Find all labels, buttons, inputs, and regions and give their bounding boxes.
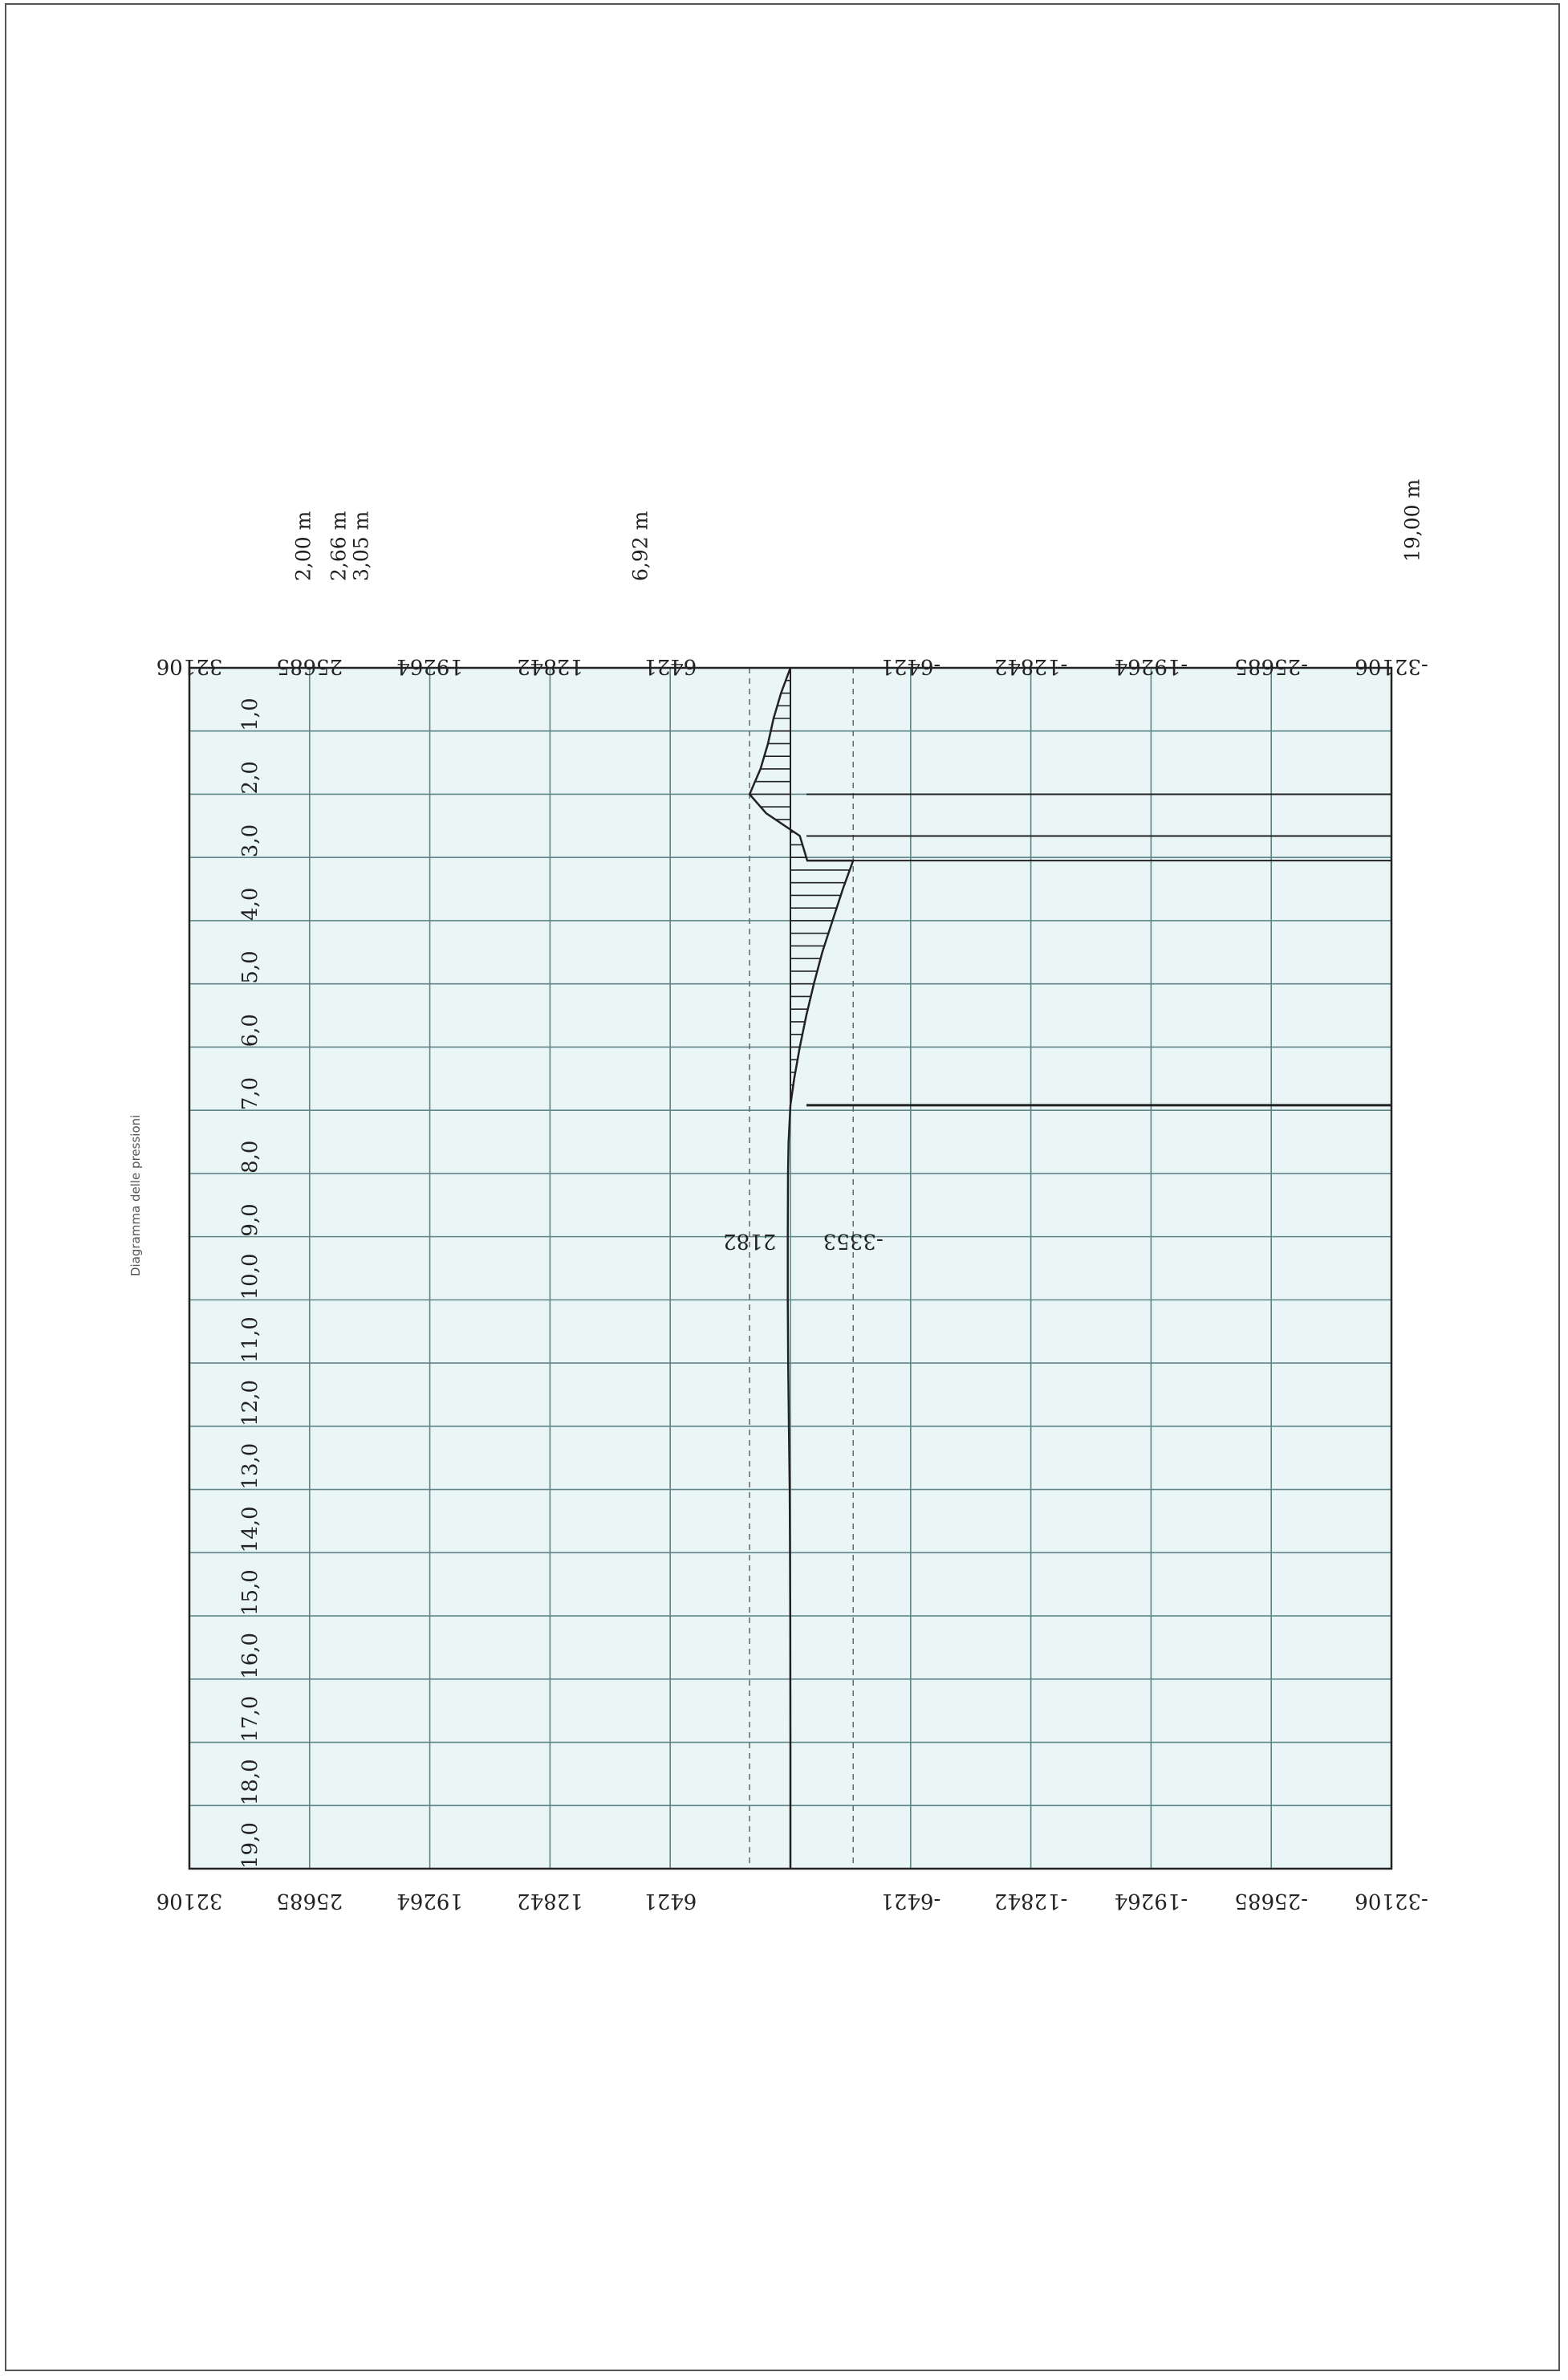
x-tick-label: 9,0 (238, 1203, 262, 1236)
marker-label-3: 6,92 m (629, 511, 652, 581)
page-frame (5, 3, 1560, 2371)
extreme-label-1: -3353 (823, 1229, 884, 1253)
x-tick-label: 1,0 (238, 698, 262, 730)
value-tick-label-bottom: -25685 (1234, 1889, 1308, 1913)
x-tick-label: 10,0 (238, 1253, 262, 1300)
marker-label-2: 3,05 m (350, 511, 373, 581)
labels: 1,0 2,0 3,0 4,0 5,0 6,0 7,0 8,0 9,0 10,0 11,0 12,0 1… (156, 478, 1428, 1913)
x-tick-label: 3,0 (238, 824, 262, 857)
value-tick-label-top: 25685 (276, 654, 343, 678)
value-tick-label-bottom: 12842 (517, 1889, 583, 1913)
value-tick-label-bottom: 6421 (644, 1889, 697, 1913)
value-tick-label-top: 6421 (644, 654, 697, 678)
value-tick-label-top: -12842 (994, 654, 1068, 678)
value-tick-label-top: -25685 (1234, 654, 1308, 678)
x-tick-label: 18,0 (238, 1759, 262, 1805)
marker-label-4: 19,00 m (1401, 478, 1424, 562)
x-tick-label: 4,0 (238, 888, 262, 921)
value-tick-label-top: -32106 (1355, 654, 1428, 678)
axis-title: Diagramma delle pressioni (128, 1115, 143, 1276)
x-tick-label: 7,0 (238, 1077, 262, 1110)
value-tick-label-top: 19264 (396, 654, 463, 678)
extreme-label-0: 2182 (723, 1229, 776, 1253)
value-tick-label-top: -6421 (880, 654, 940, 678)
section-markers (806, 793, 1391, 1107)
value-tick-label-bottom: 25685 (276, 1889, 343, 1913)
value-tick-label-top: 12842 (517, 654, 583, 678)
x-tick-label: 15,0 (238, 1569, 262, 1616)
x-tick-label: 12,0 (238, 1380, 262, 1426)
value-tick-label-bottom: 32106 (156, 1889, 223, 1913)
value-tick-label-bottom: -6421 (880, 1889, 940, 1913)
value-tick-label-bottom: -19264 (1115, 1889, 1188, 1913)
value-tick-label-top: 32106 (156, 654, 223, 678)
x-tick-label: 11,0 (238, 1316, 262, 1363)
pressure-area (748, 667, 855, 1869)
x-tick-label: 6,0 (238, 1014, 262, 1047)
plot-frame (188, 666, 1393, 1870)
extreme-lines (749, 668, 854, 1869)
marker-label-0: 2,00 m (292, 511, 315, 581)
value-tick-label-bottom: -32106 (1355, 1889, 1428, 1913)
value-tick-label-bottom: 19264 (396, 1889, 463, 1913)
x-tick-label: 19,0 (238, 1822, 262, 1869)
x-tick-label: 16,0 (238, 1633, 262, 1679)
x-tick-label: 5,0 (238, 950, 262, 983)
x-tick-label: 13,0 (238, 1443, 262, 1490)
value-tick-label-top: -19264 (1115, 654, 1188, 678)
x-tick-label: 17,0 (238, 1696, 262, 1743)
x-tick-label: 14,0 (238, 1506, 262, 1552)
x-tick-label: 2,0 (238, 761, 262, 794)
x-tick-label: 8,0 (238, 1141, 262, 1174)
pressure-curve (748, 667, 855, 1869)
marker-label-1: 2,66 m (327, 511, 351, 581)
value-tick-label-bottom: -12842 (994, 1889, 1068, 1913)
